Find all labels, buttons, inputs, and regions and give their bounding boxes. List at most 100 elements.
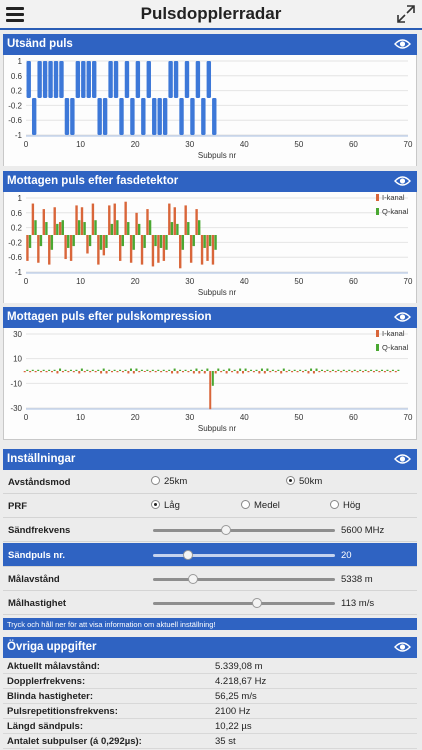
slider-thumb[interactable] [182,550,193,560]
pulse-bar [86,61,91,98]
rx-panel-header[interactable]: Mottagen puls efter fasdetektor [3,171,417,192]
q-channel-bar [315,368,318,371]
slider-label: Sändpuls nr. [8,550,66,561]
slider-track[interactable] [153,550,335,560]
slider-thumb[interactable] [188,574,199,584]
i-channel-bar [171,371,174,374]
q-channel-bar [45,222,48,235]
i-channel-bar [247,371,250,373]
i-channel-bar [45,371,48,373]
comp-panel-header[interactable]: Mottagen puls efter pulskompression [3,307,417,328]
slider-track[interactable] [153,574,335,584]
i-channel-bar [351,371,354,373]
pulse-bar [173,61,179,98]
info-panel-header[interactable]: Övriga uppgifter [3,637,417,658]
q-channel-bar [26,369,29,371]
i-channel-bar [189,235,193,263]
q-channel-bar [293,369,296,371]
i-channel-bar [394,371,397,373]
i-channel-bar [48,235,51,265]
i-channel-bar [154,371,157,373]
q-channel-bar [148,220,152,235]
q-channel-bar [192,235,195,247]
q-channel-bar [83,222,86,235]
prf-option-lag[interactable]: Låg [151,500,180,511]
info-row: Längd sändpuls: 10,22 µs [3,719,417,734]
i-channel-bar [383,371,386,373]
i-channel-bar [160,371,163,373]
prf-option-medel[interactable]: Medel [241,500,280,511]
q-channel-bar [154,235,157,247]
range-mode-option-25km[interactable]: 25km [151,476,187,487]
info-label: Blinda hastigheter: [7,691,94,702]
q-channel-bar [233,369,236,371]
q-channel-bar [217,368,220,371]
i-channel-bar [329,371,332,373]
pulse-bar [135,61,141,98]
q-channel-bar [222,369,225,371]
slider-track[interactable] [153,598,335,608]
q-channel-bar [170,222,174,235]
settings-title: Inställningar [7,453,76,465]
pulse-bar [26,61,31,98]
info-value: 10,22 µs [215,721,252,732]
q-channel-bar [165,235,168,250]
q-channel-bar [88,235,92,247]
legend-label: Q-kanal [382,343,409,352]
pulse-bar [157,98,162,135]
radio-button-icon[interactable] [330,500,339,509]
slider-thumb[interactable] [220,525,231,535]
q-channel-bar [50,235,54,250]
q-channel-bar [61,220,64,235]
pulse-bar [212,98,217,135]
q-channel-bar [331,369,334,371]
slider-track[interactable] [153,525,335,535]
i-channel-bar [195,209,198,235]
slider-value: 113 m/s [341,598,375,609]
prf-option-hog[interactable]: Hög [330,500,360,511]
pulse-bar [179,98,184,135]
info-label: Aktuellt målavstånd: [7,661,100,672]
radio-button-icon[interactable] [151,476,160,485]
eye-icon[interactable] [394,640,411,654]
fullscreen-icon[interactable] [396,4,416,24]
q-channel-bar [228,368,231,371]
slider-row: Målavstånd 5338 m [3,567,417,591]
pulse-bar [195,61,201,98]
x-tick-label: 10 [76,140,85,149]
radio-button-icon[interactable] [241,500,250,509]
pulse-bar [184,61,190,98]
radio-button-selected-icon[interactable] [286,476,295,485]
x-tick-label: 10 [76,413,85,422]
q-channel-bar [159,235,163,248]
q-channel-bar [31,369,34,371]
pulse-bar [75,61,81,98]
i-channel-bar [203,371,206,374]
x-tick-label: 70 [404,413,413,422]
page-title: Pulsdopplerradar [140,4,282,23]
q-channel-bar [250,369,253,371]
eye-icon[interactable] [394,452,411,466]
q-channel-bar [77,220,81,235]
q-channel-bar [187,222,190,235]
x-tick-label: 70 [404,140,413,149]
i-channel-bar [132,371,135,374]
i-channel-bar [53,207,56,235]
pulse-bar [53,61,59,98]
eye-icon[interactable] [394,310,411,324]
eye-icon[interactable] [394,37,411,51]
eye-icon[interactable] [394,174,411,188]
hamburger-menu-icon[interactable] [6,7,24,22]
i-channel-bar [312,371,315,374]
q-channel-bar [310,368,313,371]
range-mode-option-50km[interactable]: 50km [286,476,322,487]
y-tick-label: -0.6 [8,116,22,125]
tx-panel-header[interactable]: Utsänd puls [3,34,417,55]
i-channel-bar [236,371,239,374]
prf-label: PRF [8,501,27,512]
settings-panel-header[interactable]: Inställningar [3,449,417,470]
q-channel-bar [304,369,307,371]
radio-button-selected-icon[interactable] [151,500,160,509]
q-channel-bar [86,369,89,371]
slider-thumb[interactable] [251,598,262,608]
